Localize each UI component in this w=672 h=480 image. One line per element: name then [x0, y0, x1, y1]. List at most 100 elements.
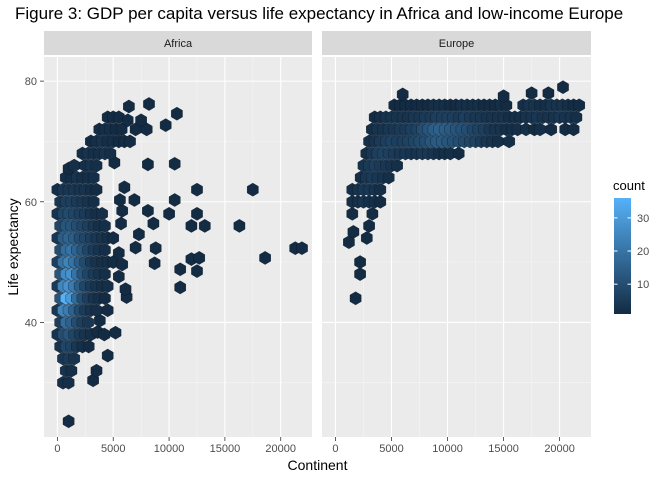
hexbin	[363, 219, 375, 233]
hexbin	[570, 110, 583, 125]
hexbin	[82, 339, 95, 354]
hexbin	[99, 243, 111, 257]
panel-europe: Europe	[322, 31, 591, 437]
hexbin	[185, 219, 198, 233]
hexbins-europe	[343, 80, 585, 306]
x-tick-label: 0	[332, 443, 338, 455]
hexbin	[374, 182, 387, 197]
hexbin	[525, 86, 538, 101]
hexbin	[116, 257, 128, 272]
hexbin	[147, 216, 160, 231]
legend-ticks: 10 20 30	[614, 213, 649, 291]
hexbin	[129, 240, 142, 255]
hexbin	[497, 89, 510, 104]
hexbin	[296, 241, 308, 256]
x-tick-label: 5000	[101, 443, 125, 455]
hexbin	[101, 348, 114, 363]
hexbin	[503, 134, 515, 149]
hexbin	[68, 351, 80, 366]
hexbin	[99, 291, 111, 306]
strip-africa	[44, 31, 312, 55]
y-axis: 40 60 80	[25, 76, 44, 329]
y-tick-label: 60	[25, 197, 37, 209]
hexbin	[128, 193, 141, 207]
x-tick-label: 10000	[154, 443, 185, 455]
hexbin	[343, 235, 355, 250]
x-tick-label: 10000	[432, 443, 463, 455]
hexbin	[114, 193, 126, 207]
hexbin	[573, 98, 585, 113]
hexbin	[545, 122, 557, 137]
hexbin	[101, 303, 114, 318]
x-tick-label: 5000	[379, 443, 403, 455]
hexbin	[452, 146, 465, 161]
hexbin	[62, 375, 75, 390]
hexbin	[382, 170, 395, 185]
hexbin	[107, 231, 119, 245]
x-axis-title: Continent	[288, 457, 348, 473]
hexbin	[65, 363, 78, 378]
x-tick-label: 15000	[488, 443, 519, 455]
hexbin	[346, 206, 359, 221]
hexbin	[113, 110, 125, 125]
hexbins-africa	[51, 97, 308, 429]
x-tick-label: 20000	[265, 443, 296, 455]
y-tick-label: 40	[25, 317, 37, 329]
hexbin	[374, 194, 387, 209]
hexbin	[542, 86, 555, 101]
hexbin	[171, 106, 183, 121]
legend-label: 30	[637, 213, 649, 225]
hexbin	[87, 170, 100, 185]
hexbin	[119, 282, 132, 297]
hexbin	[199, 219, 211, 233]
hexbin	[109, 325, 122, 340]
hexbin	[122, 113, 134, 128]
hexbin	[82, 315, 94, 330]
legend-label: 10	[637, 279, 649, 291]
hexbin	[113, 269, 125, 284]
hexbin	[174, 280, 186, 295]
hexbin	[391, 158, 403, 173]
hexbin	[396, 87, 409, 102]
hexbin	[135, 113, 147, 128]
legend-title: count	[613, 178, 645, 193]
y-axis-title: Life expectancy	[5, 198, 21, 295]
x-tick-label: 20000	[544, 443, 575, 455]
hexbin	[87, 194, 100, 209]
strip-label-africa: Africa	[164, 38, 193, 50]
hexbin	[168, 193, 181, 207]
strip-label-europe: Europe	[439, 38, 474, 50]
x-tick-label: 0	[54, 443, 60, 455]
hexbin	[347, 225, 360, 239]
hexbin	[133, 227, 145, 242]
strip-europe	[322, 31, 591, 55]
hexbin	[191, 206, 203, 221]
hexbin	[142, 157, 154, 172]
hexbin	[118, 180, 131, 195]
hexbin	[259, 251, 271, 265]
hexbin	[557, 80, 569, 95]
hexbin	[168, 156, 181, 171]
hexbin	[354, 267, 366, 281]
hexbin	[143, 97, 155, 111]
hexbin	[247, 182, 259, 197]
hexbin	[90, 182, 103, 197]
hexbin	[349, 291, 362, 306]
hexbin	[361, 231, 373, 245]
hexbin	[174, 262, 186, 277]
hexbin	[191, 182, 203, 197]
hexbin	[142, 203, 154, 218]
legend-colorbar	[614, 198, 631, 314]
hexbin	[101, 279, 114, 294]
hexbin	[94, 313, 106, 328]
hexbin	[123, 99, 135, 114]
x-axis: 0 5000 10000 15000 20000 0 5000 10000 15000 20000	[54, 437, 575, 455]
hexbin	[149, 241, 162, 256]
hexbin	[116, 203, 128, 218]
panel-africa: Africa	[44, 31, 312, 437]
x-tick-label: 15000	[210, 443, 241, 455]
hexbin	[193, 251, 205, 265]
hexbin	[148, 256, 161, 271]
hexbin	[124, 134, 136, 149]
